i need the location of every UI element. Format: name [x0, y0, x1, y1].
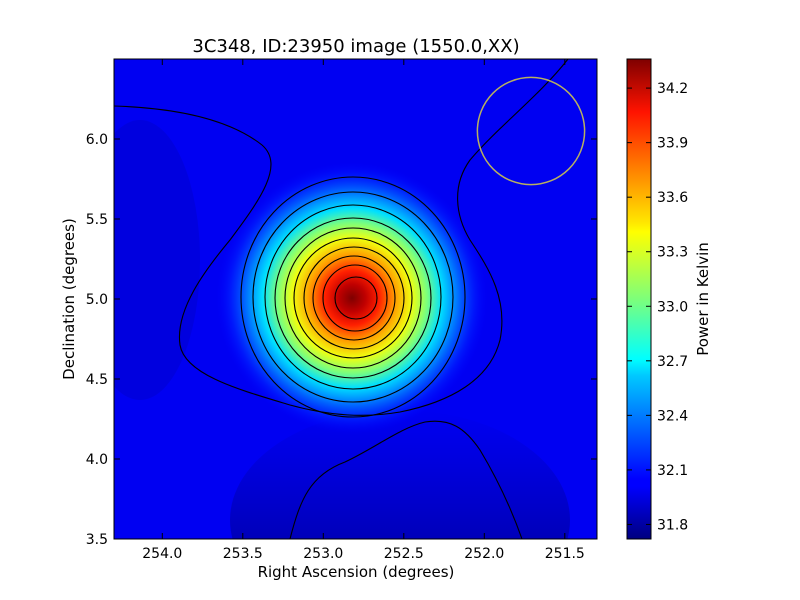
x-tick-label: 253.0 [303, 546, 343, 562]
contour-level-4 [274, 217, 432, 379]
colorbar-tick-label: 33.9 [657, 136, 688, 152]
source-emission [114, 59, 597, 539]
y-tick-label: 6.0 [86, 132, 108, 148]
contour-level-2 [252, 191, 454, 403]
y-tick-label: 5.0 [86, 292, 108, 308]
colorbar-tick-label: 33.6 [657, 190, 688, 206]
contour-level-9 [322, 264, 388, 332]
colorbar-tick-label: 32.4 [657, 408, 688, 424]
x-tick-label: 254.0 [142, 546, 182, 562]
chart-title: 3C348, ID:23950 image (1550.0,XX) [192, 36, 519, 57]
contour-level-7 [303, 246, 405, 350]
plot-area [114, 59, 597, 539]
colorbar: 31.8 32.1 32.4 32.7 33.0 33.3 33.6 33.9 34.2 Pow… [626, 58, 712, 540]
x-tick-label: 253.5 [223, 546, 263, 562]
bottom-contour [289, 420, 523, 539]
y-axis-ticks: 3.5 4.0 4.5 5.0 5.5 6.0 [86, 132, 597, 548]
contour-level-1 [240, 176, 466, 418]
x-axis-label: Right Ascension (degrees) [258, 563, 455, 581]
colorbar-tick-label: 33.0 [657, 299, 688, 315]
contour-level-3 [264, 204, 442, 390]
y-tick-label: 4.0 [86, 452, 108, 468]
contour-level-10 [334, 276, 378, 320]
colorbar-tick-label: 34.2 [657, 81, 688, 97]
x-axis-ticks: 254.0 253.5 253.0 252.5 252.0 251.5 [142, 59, 585, 562]
x-tick-label: 251.5 [545, 546, 585, 562]
colorbar-tick-label: 32.7 [657, 354, 688, 370]
colorbar-tick-label: 33.3 [657, 245, 688, 261]
y-tick-label: 4.5 [86, 372, 108, 388]
colorbar-tick-label: 32.1 [657, 463, 688, 479]
y-tick-label: 5.5 [86, 212, 108, 228]
colorbar-gradient [626, 58, 652, 540]
x-tick-label: 252.5 [384, 546, 424, 562]
y-tick-label: 3.5 [86, 532, 108, 548]
colorbar-label: Power in Kelvin [694, 242, 712, 356]
beam-circle [476, 76, 586, 186]
x-tick-label: 252.0 [464, 546, 504, 562]
contour-level-6 [293, 237, 413, 359]
colorbar-ticks: 31.8 32.1 32.4 32.7 33.0 33.3 33.6 33.9 34.2 [627, 81, 688, 533]
y-axis-label: Declination (degrees) [60, 218, 78, 380]
contour-level-5 [284, 227, 422, 369]
contour-lines [114, 59, 569, 539]
outer-contour [114, 59, 569, 416]
contour-level-8 [312, 255, 396, 341]
colorbar-tick-label: 31.8 [657, 517, 688, 533]
